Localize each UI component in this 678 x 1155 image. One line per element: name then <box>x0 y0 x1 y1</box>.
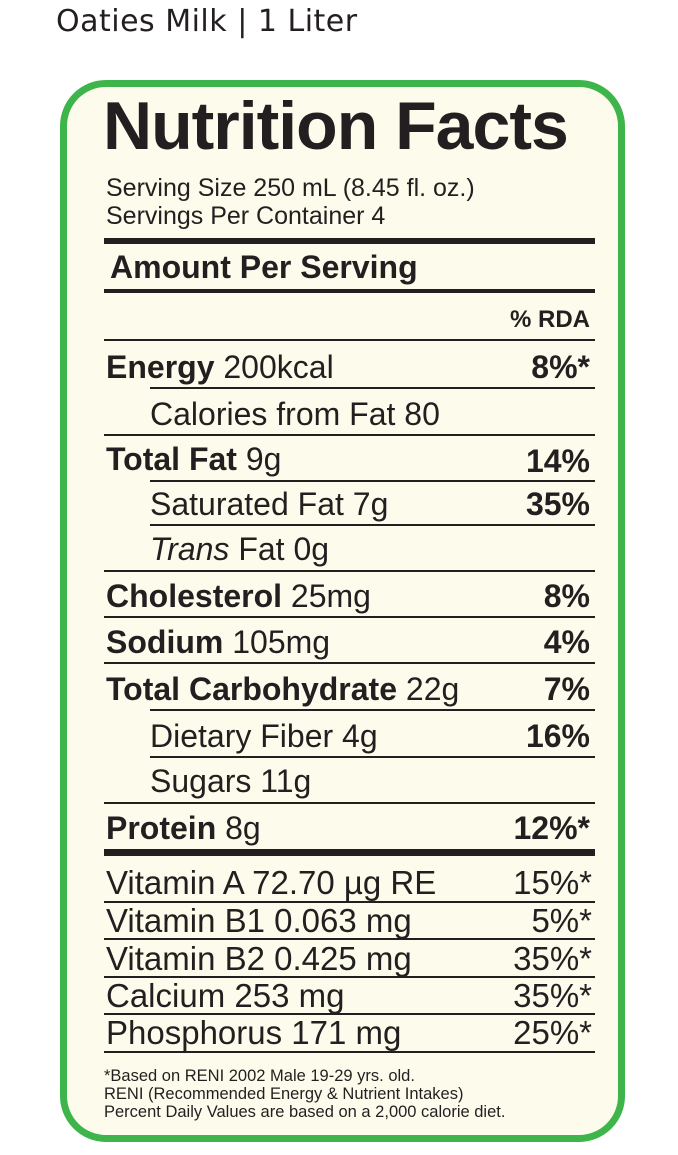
nutrient-amount: 200kcal <box>223 349 334 385</box>
divider <box>104 1013 595 1015</box>
servings-per-container: Servings Per Container 4 <box>106 202 386 230</box>
thick-divider <box>104 238 595 244</box>
nutrient-row-saturated-fat: Saturated Fat 7g <box>150 488 388 520</box>
nutrient-name: Saturated Fat <box>150 486 344 522</box>
nutrient-row-sodium: Sodium 105mg <box>106 626 330 658</box>
nutrient-pct: 4% <box>544 626 590 658</box>
nutrition-label-panel <box>60 80 625 1142</box>
nutrient-amount: 11g <box>260 763 312 799</box>
nutrient-pct: 16% <box>526 720 590 752</box>
vitamin-row-vitamin-a: Vitamin A 72.70 µg RE <box>106 864 437 901</box>
nutrient-amount: Fat 0g <box>238 531 330 567</box>
nutrient-amount: 9g <box>245 441 282 477</box>
pct-value: 8% <box>543 578 590 614</box>
nutrient-row-calories-from-fat: Calories from Fat 80 <box>150 398 440 430</box>
footnote-reni-basis: *Based on RENI 2002 Male 19-29 yrs. old. <box>104 1067 415 1085</box>
pct-value: 7% <box>543 671 590 707</box>
nutrient-name: Dietary Fiber <box>150 718 334 754</box>
nutrient-row-total-fat: Total Fat 9g <box>106 443 281 475</box>
pct-value: 12%* <box>513 810 591 846</box>
divider <box>104 339 595 341</box>
divider <box>104 289 595 293</box>
pct-value: 8%* <box>531 349 590 385</box>
divider <box>150 480 595 482</box>
nutrient-pct: 7% <box>544 673 590 705</box>
nutrient-amount: 8g <box>225 810 261 846</box>
nutrient-name: Energy <box>106 349 215 385</box>
nutrient-row-sugars: Sugars 11g <box>150 765 311 797</box>
divider <box>150 756 595 758</box>
vitamin-pct: 35%* <box>513 977 592 1014</box>
nutrient-amount: 22g <box>405 671 460 707</box>
footnote-reni-definition: RENI (Recommended Energy & Nutrient Inta… <box>104 1085 464 1103</box>
nutrient-amount: 7g <box>352 486 389 522</box>
nutrient-name: Calories from Fat <box>150 396 396 432</box>
divider <box>104 434 595 436</box>
pct-value: 4% <box>543 624 590 660</box>
nutrient-name: Total Fat <box>106 441 237 477</box>
nutrient-name: Sugars <box>150 763 252 799</box>
divider <box>150 709 595 711</box>
rda-header: % RDA <box>509 306 590 333</box>
divider <box>104 802 595 804</box>
nutrient-row-energy: Energy 200kcal <box>106 351 334 383</box>
nutrient-name: Sodium <box>106 624 224 660</box>
nutrient-row-cholesterol: Cholesterol 25mg <box>106 580 371 612</box>
thick-divider <box>104 849 595 856</box>
amount-per-serving: Amount Per Serving <box>110 249 418 285</box>
product-name: Oaties Milk <box>56 4 228 39</box>
nutrient-pct: 14% <box>526 445 590 477</box>
product-size: 1 Liter <box>257 4 358 39</box>
divider <box>104 938 595 940</box>
nutrient-name: Protein <box>106 810 217 846</box>
nutrient-name: Cholesterol <box>106 578 283 614</box>
nutrient-row-trans-fat: Trans Fat 0g <box>150 533 329 565</box>
nutrient-amount: 4g <box>342 718 378 754</box>
divider <box>104 1051 595 1053</box>
nutrient-pct: 8% <box>544 580 590 612</box>
nutrient-row-total-carbohydrate: Total Carbohydrate 22g <box>106 673 459 705</box>
pct-value: 14% <box>525 443 590 479</box>
nutrient-row-dietary-fiber: Dietary Fiber 4g <box>150 720 378 752</box>
footnote-daily-values: Percent Daily Values are based on a 2,00… <box>104 1103 506 1121</box>
nutrient-pct: 35% <box>526 488 590 520</box>
nutrient-amount: 80 <box>404 396 440 432</box>
vitamin-row-phosphorus: Phosphorus 171 mg <box>106 1014 402 1051</box>
nutrient-pct: 12%* <box>514 812 591 844</box>
vitamin-row-vitamin-b2: Vitamin B2 0.425 mg <box>106 940 412 977</box>
divider <box>104 662 595 664</box>
nutrient-amount: 105mg <box>232 624 331 660</box>
vitamin-pct: 25%* <box>513 1014 592 1051</box>
divider <box>150 524 595 526</box>
divider <box>150 387 595 389</box>
divider <box>104 901 595 903</box>
vitamin-pct: 15%* <box>513 864 592 901</box>
nutrient-amount: 25mg <box>290 578 371 614</box>
vitamin-pct: 35%* <box>513 940 592 977</box>
nutrient-pct: 8%* <box>531 351 590 383</box>
title-separator: | <box>237 4 248 39</box>
divider <box>104 616 595 618</box>
nutrient-name: Total Carbohydrate <box>106 671 397 707</box>
nutrient-name: Trans <box>150 531 230 567</box>
serving-size: Serving Size 250 mL (8.45 fl. oz.) <box>106 174 475 202</box>
vitamin-row-calcium: Calcium 253 mg <box>106 977 345 1014</box>
divider <box>104 570 595 572</box>
nutrient-row-protein: Protein 8g <box>106 812 261 844</box>
vitamin-pct: 5%* <box>531 902 592 939</box>
product-title: Oaties Milk | 1 Liter <box>56 4 358 39</box>
divider <box>104 976 595 978</box>
vitamin-row-vitamin-b1: Vitamin B1 0.063 mg <box>106 902 412 939</box>
nutrition-facts-title: Nutrition Facts <box>103 88 569 164</box>
pct-value: 16% <box>525 718 590 754</box>
pct-value: 35% <box>525 486 590 522</box>
